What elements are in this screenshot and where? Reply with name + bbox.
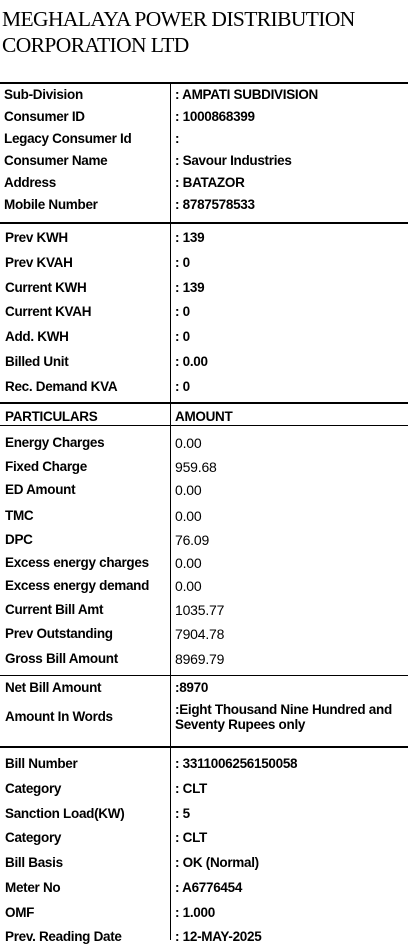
rule-net-top — [0, 675, 408, 676]
field-label: Rec. Demand KVA — [5, 379, 118, 394]
field-value: 0.00 — [175, 435, 202, 451]
field-label: Current KVAH — [5, 304, 92, 319]
field-label: Prev. Reading Date — [5, 929, 122, 944]
field-value: : OK (Normal) — [175, 855, 259, 870]
field-label: Excess energy charges — [5, 555, 149, 570]
field-label: Mobile Number — [4, 197, 98, 212]
column-separator — [170, 676, 171, 747]
field-label: Net Bill Amount — [5, 680, 102, 695]
field-label: Gross Bill Amount — [5, 651, 118, 666]
field-label: DPC — [5, 532, 33, 547]
field-value: : 0 — [175, 255, 190, 270]
field-label: Bill Basis — [5, 855, 63, 870]
amount-heading: AMOUNT — [175, 409, 233, 424]
field-value: : — [175, 131, 180, 146]
field-label: Billed Unit — [5, 354, 69, 369]
field-label: Add. KWH — [5, 329, 69, 344]
field-value: 0.00 — [175, 555, 202, 571]
field-value: 0.00 — [175, 508, 202, 524]
field-value: 1035.77 — [175, 602, 225, 618]
field-value: 0.00 — [175, 482, 202, 498]
column-separator — [170, 747, 171, 940]
field-value: 8969.79 — [175, 651, 225, 667]
field-value: 0.00 — [175, 578, 202, 594]
field-label: Prev Outstanding — [5, 626, 113, 641]
particulars-heading: PARTICULARS — [5, 409, 98, 424]
field-value: : 0 — [175, 304, 190, 319]
field-label: TMC — [5, 508, 34, 523]
field-label: ED Amount — [5, 482, 76, 497]
field-label: Excess energy demand — [5, 578, 150, 593]
field-label: Current Bill Amt — [5, 602, 104, 617]
field-label: Amount In Words — [5, 709, 113, 724]
field-value: : 3311006256150058 — [175, 756, 298, 771]
column-separator — [170, 223, 171, 403]
field-label: Address — [4, 175, 56, 190]
field-value: : AMPATI SUBDIVISION — [175, 87, 319, 102]
column-separator — [170, 83, 171, 223]
field-value: : 1000868399 — [175, 109, 255, 124]
field-label: Consumer ID — [4, 109, 85, 124]
field-value: : Savour Industries — [175, 153, 292, 168]
field-value: : 0 — [175, 379, 190, 394]
field-label: Prev KWH — [5, 230, 68, 245]
rule-bill-top — [0, 746, 408, 748]
field-label: Consumer Name — [4, 153, 108, 168]
field-value: : 139 — [175, 230, 205, 245]
column-separator — [170, 403, 171, 675]
field-value: : 139 — [175, 280, 205, 295]
title-line-2: CORPORATION LTD — [2, 33, 189, 57]
rule-particulars-header — [0, 425, 408, 426]
field-label: Fixed Charge — [5, 459, 87, 474]
field-label: Meter No — [5, 880, 61, 895]
field-label: Current KWH — [5, 280, 87, 295]
field-label: OMF — [5, 905, 35, 920]
field-value: : 12-MAY-2025 — [175, 929, 262, 944]
field-value: : 8787578533 — [175, 197, 255, 212]
amount-in-words: :Eight Thousand Nine Hundred and Seventy… — [175, 702, 392, 732]
field-value: 7904.78 — [175, 626, 225, 642]
field-value: : CLT — [175, 781, 207, 796]
field-value: : BATAZOR — [175, 175, 245, 190]
net-bill-amount: :8970 — [175, 680, 209, 695]
title-line-1: MEGHALAYA POWER DISTRIBUTION — [2, 7, 355, 31]
rule-particulars-top — [0, 402, 408, 404]
field-value: : 0 — [175, 329, 190, 344]
field-value: : CLT — [175, 830, 207, 845]
field-value: : 0.00 — [175, 354, 208, 369]
field-value: : A6776454 — [175, 880, 243, 895]
field-label: Bill Number — [5, 756, 78, 771]
rule-readings-top — [0, 222, 408, 224]
field-label: Prev KVAH — [5, 255, 73, 270]
field-label: Sanction Load(KW) — [5, 806, 125, 821]
field-value: : 5 — [175, 806, 190, 821]
rule-consumer-top — [0, 82, 408, 84]
field-label: Sub-Division — [4, 87, 83, 102]
field-value: 959.68 — [175, 459, 217, 475]
field-value: : 1.000 — [175, 905, 215, 920]
field-label: Energy Charges — [5, 435, 105, 450]
field-value: 76.09 — [175, 532, 210, 548]
field-label: Category — [5, 781, 62, 796]
field-label: Category — [5, 830, 62, 845]
field-label: Legacy Consumer Id — [4, 131, 132, 146]
page-title: MEGHALAYA POWER DISTRIBUTION CORPORATION… — [2, 6, 406, 58]
